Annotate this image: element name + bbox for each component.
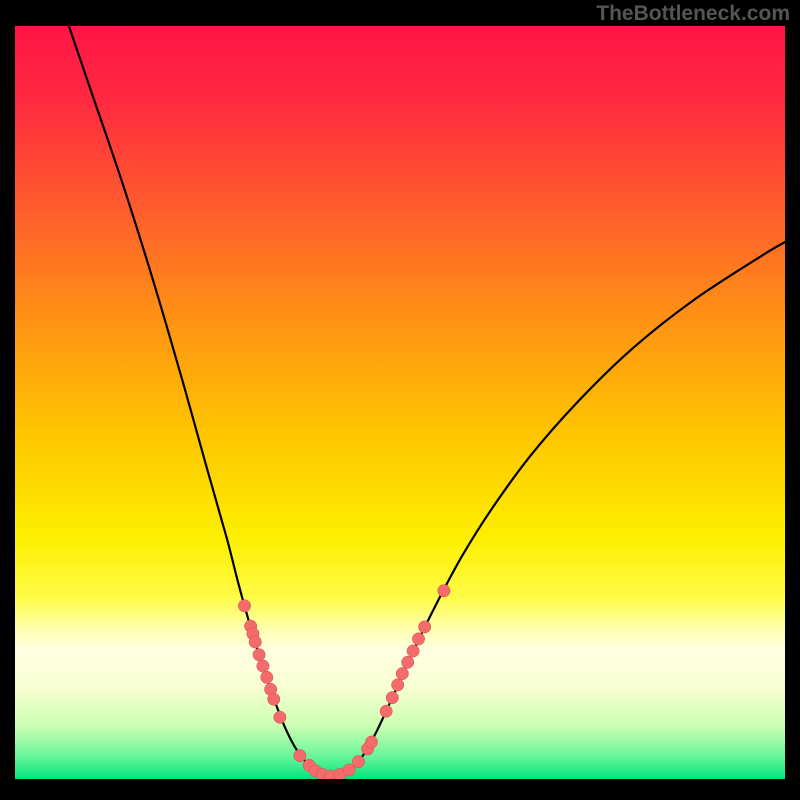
data-marker — [294, 749, 306, 761]
data-marker — [412, 633, 424, 645]
data-marker — [407, 645, 419, 657]
data-marker — [402, 656, 414, 668]
data-marker — [238, 600, 250, 612]
data-marker — [396, 667, 408, 679]
data-marker — [380, 705, 392, 717]
data-marker — [249, 636, 261, 648]
plot-background — [15, 26, 785, 779]
chart-container: TheBottleneck.com — [0, 0, 800, 800]
data-marker — [257, 660, 269, 672]
data-marker — [261, 671, 273, 683]
data-marker — [352, 755, 364, 767]
data-marker — [268, 693, 280, 705]
data-marker — [274, 711, 286, 723]
chart-svg — [0, 0, 800, 800]
data-marker — [418, 621, 430, 633]
data-marker — [386, 691, 398, 703]
watermark-text: TheBottleneck.com — [596, 2, 790, 26]
data-marker — [365, 736, 377, 748]
data-marker — [438, 585, 450, 597]
data-marker — [391, 679, 403, 691]
data-marker — [253, 649, 265, 661]
